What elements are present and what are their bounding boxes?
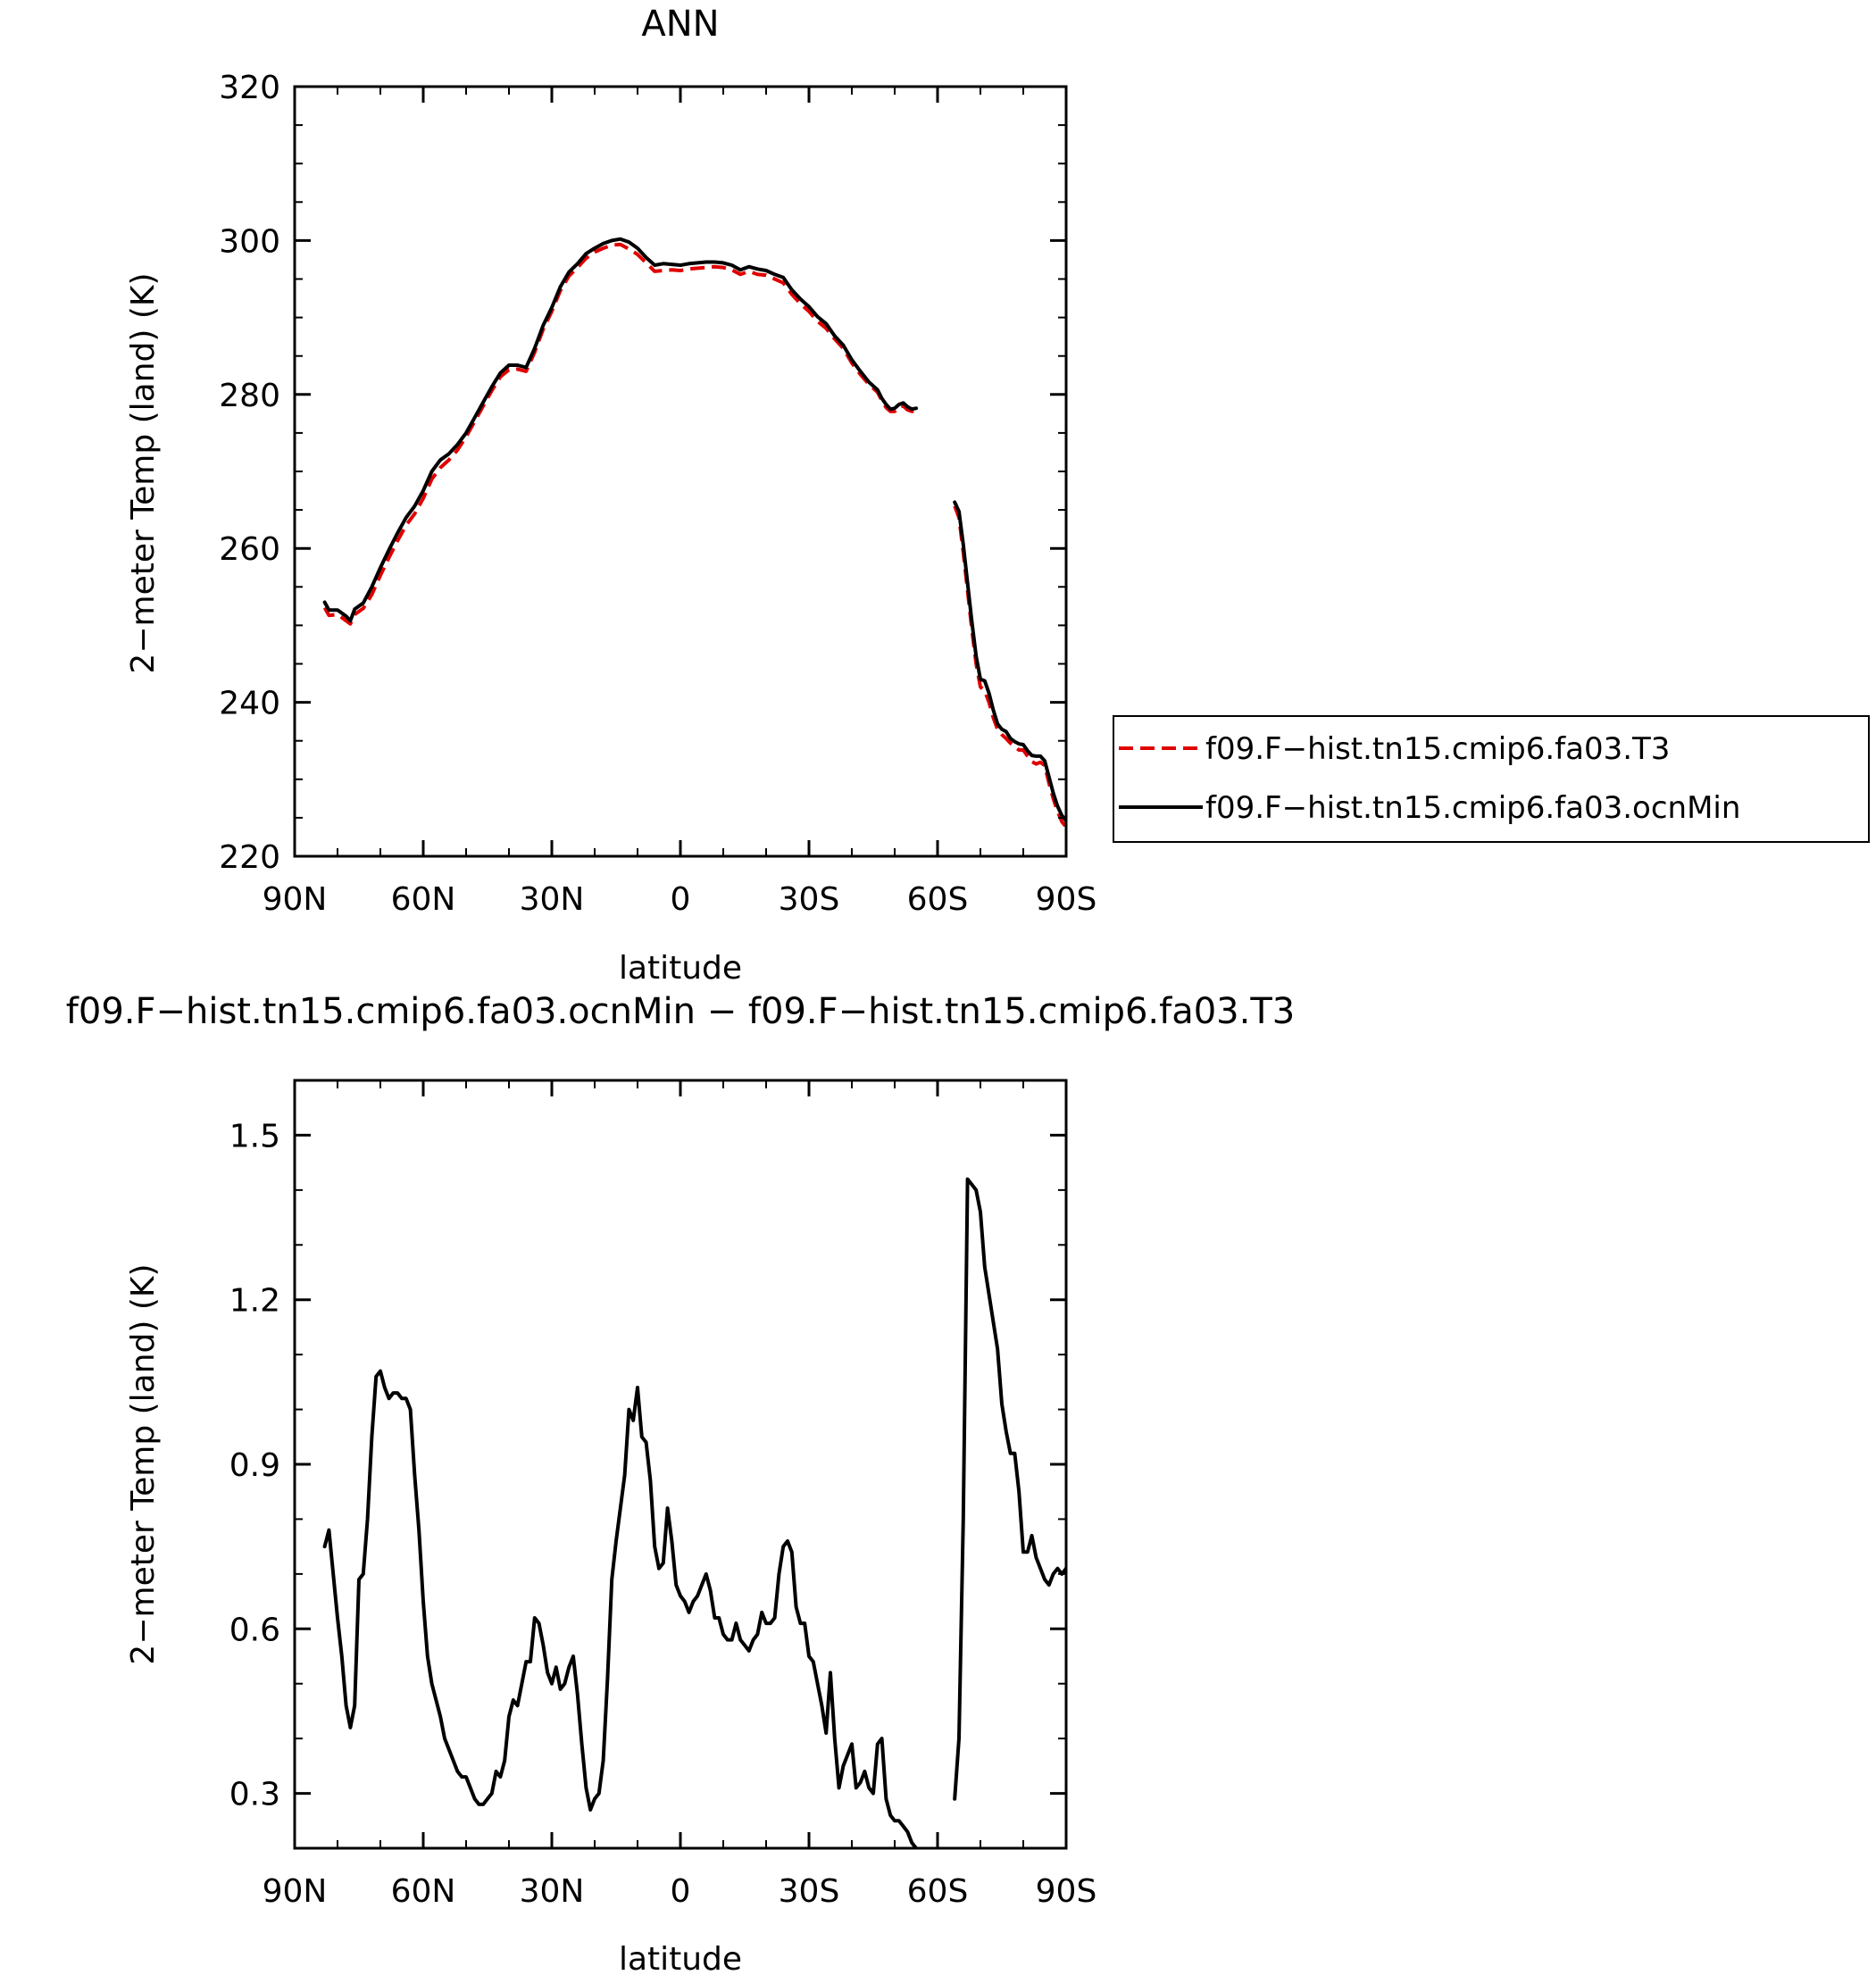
top-y-tick-label: 320 (219, 70, 280, 106)
top-y-tick-label: 240 (219, 686, 280, 722)
top-x-tick-label: 60S (907, 881, 969, 918)
bottom-plot-frame (293, 1079, 1068, 1850)
top-y-tick-label: 300 (219, 223, 280, 260)
top-plot-area: 90N 60N 30N 0 30S 60S 90S 220 240 260 280 300 320 (219, 70, 1096, 918)
top-y-tick-label: 260 (219, 531, 280, 568)
bottom-y-axis-label: 2−meter Temp (land) (K) (125, 1263, 162, 1664)
top-series-2-line-segment-2 (953, 500, 1066, 823)
bottom-chart-title: f09.F−hist.tn15.cmip6.fa03.ocnMin − f09.… (66, 991, 1295, 1032)
top-x-tick-label: 30S (779, 881, 840, 918)
bottom-x-tick-label: 0 (671, 1873, 691, 1910)
top-chart-title: ANN (641, 4, 719, 45)
top-legend: f09.F−hist.tn15.cmip6.fa03.T3 f09.F−hist… (1113, 715, 1870, 843)
top-x-tick-label: 30N (520, 881, 585, 918)
top-series-2-line-segment-1 (322, 237, 918, 623)
top-y-axis-label: 2−meter Temp (land) (K) (125, 272, 162, 673)
bottom-x-tick-label: 30S (779, 1873, 840, 1910)
top-x-axis-label: latitude (619, 950, 742, 987)
bottom-x-tick-label: 90S (1036, 1873, 1097, 1910)
top-y-tick-label: 220 (219, 839, 280, 876)
bottom-x-tick-label: 60S (907, 1873, 969, 1910)
top-x-tick-label: 0 (671, 881, 691, 918)
top-x-tick-label: 90S (1036, 881, 1097, 918)
top-plot-frame (293, 85, 1068, 858)
bottom-panel: f09.F−hist.tn15.cmip6.fa03.ocnMin − f09.… (66, 991, 1295, 1975)
legend-box (1113, 715, 1870, 843)
bottom-y-tick-label: 1.5 (229, 1118, 280, 1154)
bottom-y-tick-label: 0.6 (229, 1612, 280, 1648)
bottom-y-tick-label: 1.2 (229, 1283, 280, 1320)
bottom-series-1-line-segment-1 (322, 1369, 918, 1848)
legend-label-t3: f09.F−hist.tn15.cmip6.fa03.T3 (1205, 731, 1670, 767)
bottom-series-1-line-segment-2 (953, 1177, 1066, 1801)
bottom-x-tick-label: 30N (520, 1873, 585, 1910)
top-y-tick-label: 280 (219, 378, 280, 414)
top-panel: ANN 90N 60N 30N 0 30S 60S 90S 220 240 260 280 300 32… (125, 4, 1870, 987)
bottom-y-tick-label: 0.3 (229, 1777, 280, 1813)
bottom-plot-area: 90N 60N 30N 0 30S 60S 90S 0.3 0.6 0.9 1.2 1.5 (229, 1079, 1097, 1910)
top-x-tick-label: 60N (391, 881, 456, 918)
top-x-tick-label: 90N (263, 881, 328, 918)
legend-label-ocnmin: f09.F−hist.tn15.cmip6.fa03.ocnMin (1205, 790, 1740, 826)
bottom-x-tick-label: 60N (391, 1873, 456, 1910)
bottom-x-tick-label: 90N (263, 1873, 328, 1910)
bottom-y-tick-label: 0.9 (229, 1447, 280, 1484)
top-series-1-line-segment-1 (322, 242, 917, 626)
bottom-x-axis-label: latitude (619, 1941, 742, 1975)
